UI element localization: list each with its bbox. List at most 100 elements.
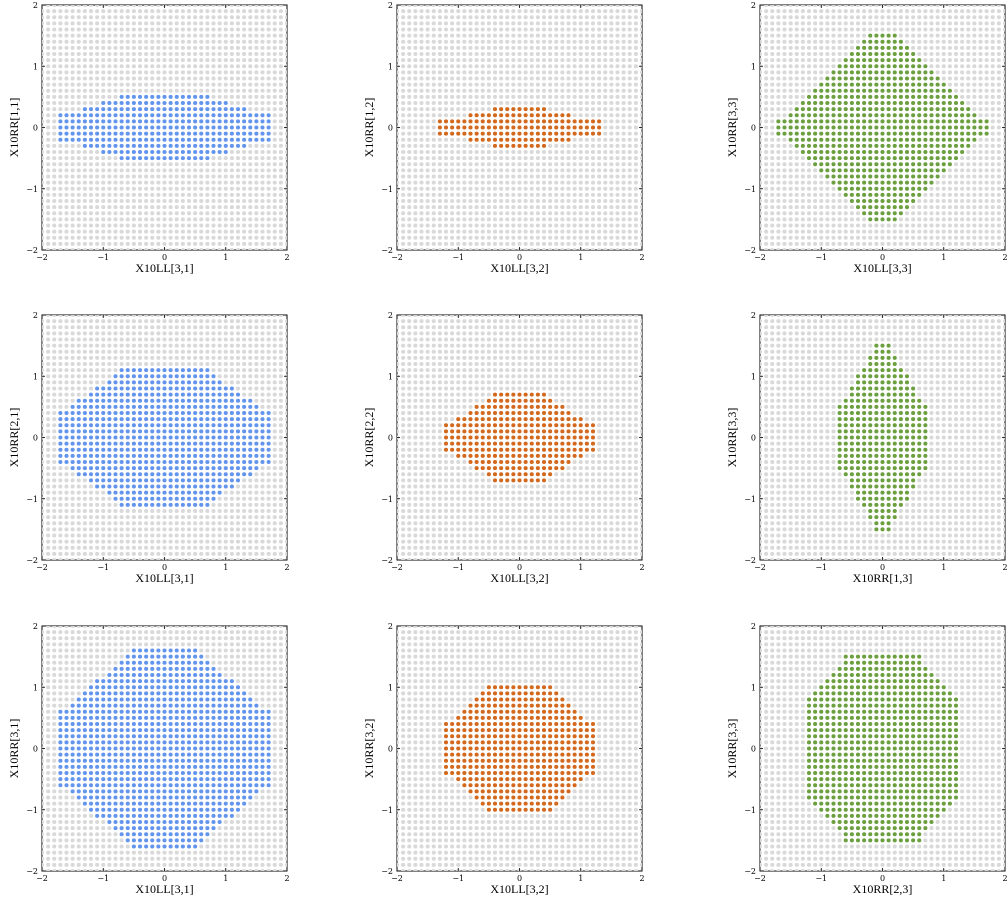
background-point [186,82,192,87]
background-point [52,162,57,167]
highlighted-point [819,107,824,112]
background-point [131,51,136,57]
background-point [272,76,277,81]
background-point [505,70,510,75]
background-point [609,9,614,14]
background-point [107,9,112,14]
background-point [825,198,830,204]
background-point [431,235,436,240]
background-point [923,217,928,222]
background-point [923,198,928,204]
background-point [223,180,228,185]
background-point [615,162,620,167]
background-point [776,39,781,44]
background-point [125,229,130,234]
background-point [523,241,528,246]
highlighted-point [868,156,873,161]
highlighted-point [825,76,830,81]
background-point [603,235,608,240]
background-point [46,113,51,118]
background-point [64,9,69,14]
background-point [535,70,540,75]
background-point [639,223,642,228]
background-point [990,217,995,222]
background-point [947,223,952,228]
background-point [462,15,467,20]
background-point [800,174,805,179]
background-point [843,205,848,210]
background-point [419,143,424,148]
highlighted-point [911,125,916,130]
highlighted-point [174,125,179,130]
highlighted-point [849,76,854,81]
background-point [168,192,173,197]
background-point [590,156,596,161]
background-point [431,131,436,136]
highlighted-point [95,137,100,142]
background-point [272,70,277,75]
background-point [468,156,473,161]
background-point [597,100,602,106]
background-point [776,21,781,26]
background-point [541,45,547,50]
background-point [615,27,620,32]
highlighted-point [917,192,922,197]
background-point [621,33,626,38]
background-point [633,107,638,112]
background-point [935,211,940,216]
background-point [70,100,75,106]
background-point [566,174,571,179]
background-point [813,205,818,210]
highlighted-point [855,186,861,191]
background-point [960,9,965,14]
highlighted-point [131,113,136,118]
background-point [419,94,424,99]
background-point [480,21,485,26]
background-point [535,15,540,20]
background-point [862,9,867,14]
background-point [548,241,553,246]
highlighted-point [874,168,879,173]
background-point [609,39,614,44]
highlighted-point [248,137,253,142]
background-point [180,205,185,210]
background-point [486,162,491,167]
background-point [978,211,983,216]
highlighted-point [849,64,854,69]
background-point [113,33,118,38]
background-point [58,70,63,75]
background-point [125,27,130,32]
background-point [474,82,479,87]
background-point [272,119,277,124]
background-point [511,9,516,14]
background-point [266,143,271,148]
background-point [825,70,830,75]
background-point [401,100,406,106]
background-point [505,33,510,38]
background-point [278,58,283,63]
background-point [474,107,479,112]
background-point [584,217,589,222]
background-point [272,198,277,204]
background-point [929,217,934,222]
background-point [996,45,1001,50]
background-point [837,217,842,222]
background-point [144,76,149,81]
background-point [621,168,626,173]
background-point [517,76,522,81]
background-point [58,100,63,106]
background-point [911,9,916,14]
background-point [42,119,45,124]
highlighted-point [492,113,498,118]
background-point [990,33,995,38]
background-point [990,58,995,63]
background-point [590,137,596,142]
background-point [413,211,418,216]
background-point [223,229,228,234]
background-point [633,5,638,8]
background-point [794,76,799,81]
highlighted-point [144,119,149,124]
highlighted-point [892,82,897,87]
background-point [996,100,1001,106]
background-point [492,149,498,155]
